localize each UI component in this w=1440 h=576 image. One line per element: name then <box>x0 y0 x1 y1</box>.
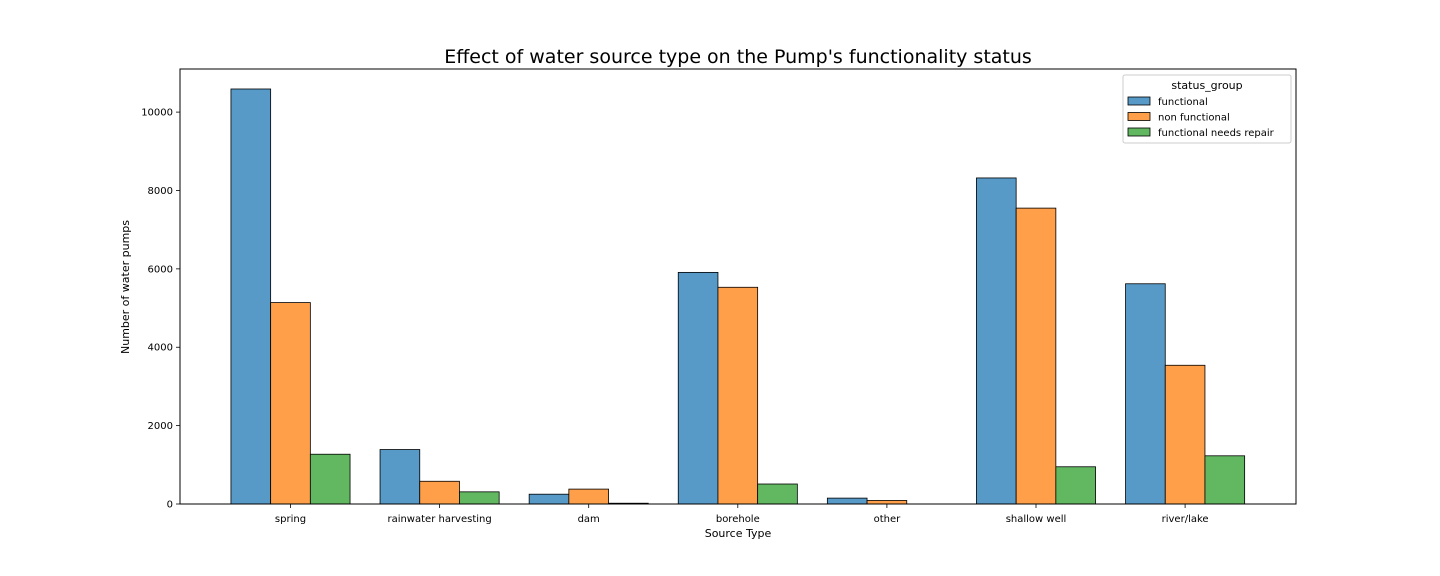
bar-dam-functional <box>528 493 570 505</box>
bar-river-lake-functional-needs-repair <box>1204 455 1246 505</box>
bar-spring-functional-needs-repair <box>309 453 351 505</box>
bar-other-non-functional <box>866 500 908 505</box>
legend-label-non-functional: non functional <box>1158 113 1230 124</box>
x-tick-label: river/lake <box>1162 514 1209 525</box>
y-axis-label: Number of water pumps <box>119 220 132 354</box>
y-tick-label: 10000 <box>141 108 173 119</box>
y-tick-label: 6000 <box>148 264 173 275</box>
bar-rainwater-harvesting-functional <box>379 449 421 505</box>
legend-frame <box>1122 74 1292 144</box>
legend-swatch-non-functional <box>1127 112 1151 121</box>
bar-spring-functional <box>230 88 272 505</box>
bar-shallow-well-functional-needs-repair <box>1055 466 1096 505</box>
legend-label-functional: functional <box>1158 97 1208 108</box>
bar-shallow-well-non-functional <box>1015 207 1057 505</box>
bar-rainwater-harvesting-functional-needs-repair <box>459 491 500 505</box>
axes: spring rainwater harvesting dam borehole oth… <box>141 108 1208 525</box>
y-tick-label: 0 <box>167 500 173 511</box>
y-tick-label: 2000 <box>148 421 173 432</box>
x-tick-label: spring <box>275 514 306 525</box>
bar-borehole-functional-needs-repair <box>757 483 798 505</box>
bar-shallow-well-functional <box>976 177 1017 505</box>
bar-river-lake-non-functional <box>1164 364 1206 505</box>
bar-river-lake-functional <box>1125 283 1166 505</box>
x-tick-label: other <box>874 514 902 525</box>
x-tick-label: rainwater harvesting <box>387 514 491 525</box>
x-tick-label: borehole <box>716 514 760 525</box>
bar-other-functional <box>826 497 868 505</box>
chart-title: Effect of water source type on the Pump'… <box>444 46 1032 68</box>
bar-spring-non-functional <box>270 302 311 505</box>
legend-entries: functional non functional functional needs… <box>1127 96 1275 139</box>
y-tick-label: 4000 <box>148 343 173 354</box>
plot-area <box>230 88 1246 505</box>
bar-borehole-non-functional <box>717 286 759 505</box>
y-tick-label: 8000 <box>148 186 173 197</box>
legend-title: status_group <box>1171 79 1242 92</box>
legend-swatch-functional <box>1127 96 1151 106</box>
x-axis-label: Source Type <box>705 527 772 540</box>
legend-label-functional-needs-repair: functional needs repair <box>1158 128 1275 139</box>
bar-rainwater-harvesting-non-functional <box>419 480 460 505</box>
x-tick-label: shallow well <box>1006 514 1067 525</box>
bar-dam-non-functional <box>568 488 609 505</box>
x-tick-label: dam <box>578 514 600 525</box>
legend-swatch-functional-needs-repair <box>1127 127 1151 137</box>
bar-borehole-functional <box>677 271 719 505</box>
